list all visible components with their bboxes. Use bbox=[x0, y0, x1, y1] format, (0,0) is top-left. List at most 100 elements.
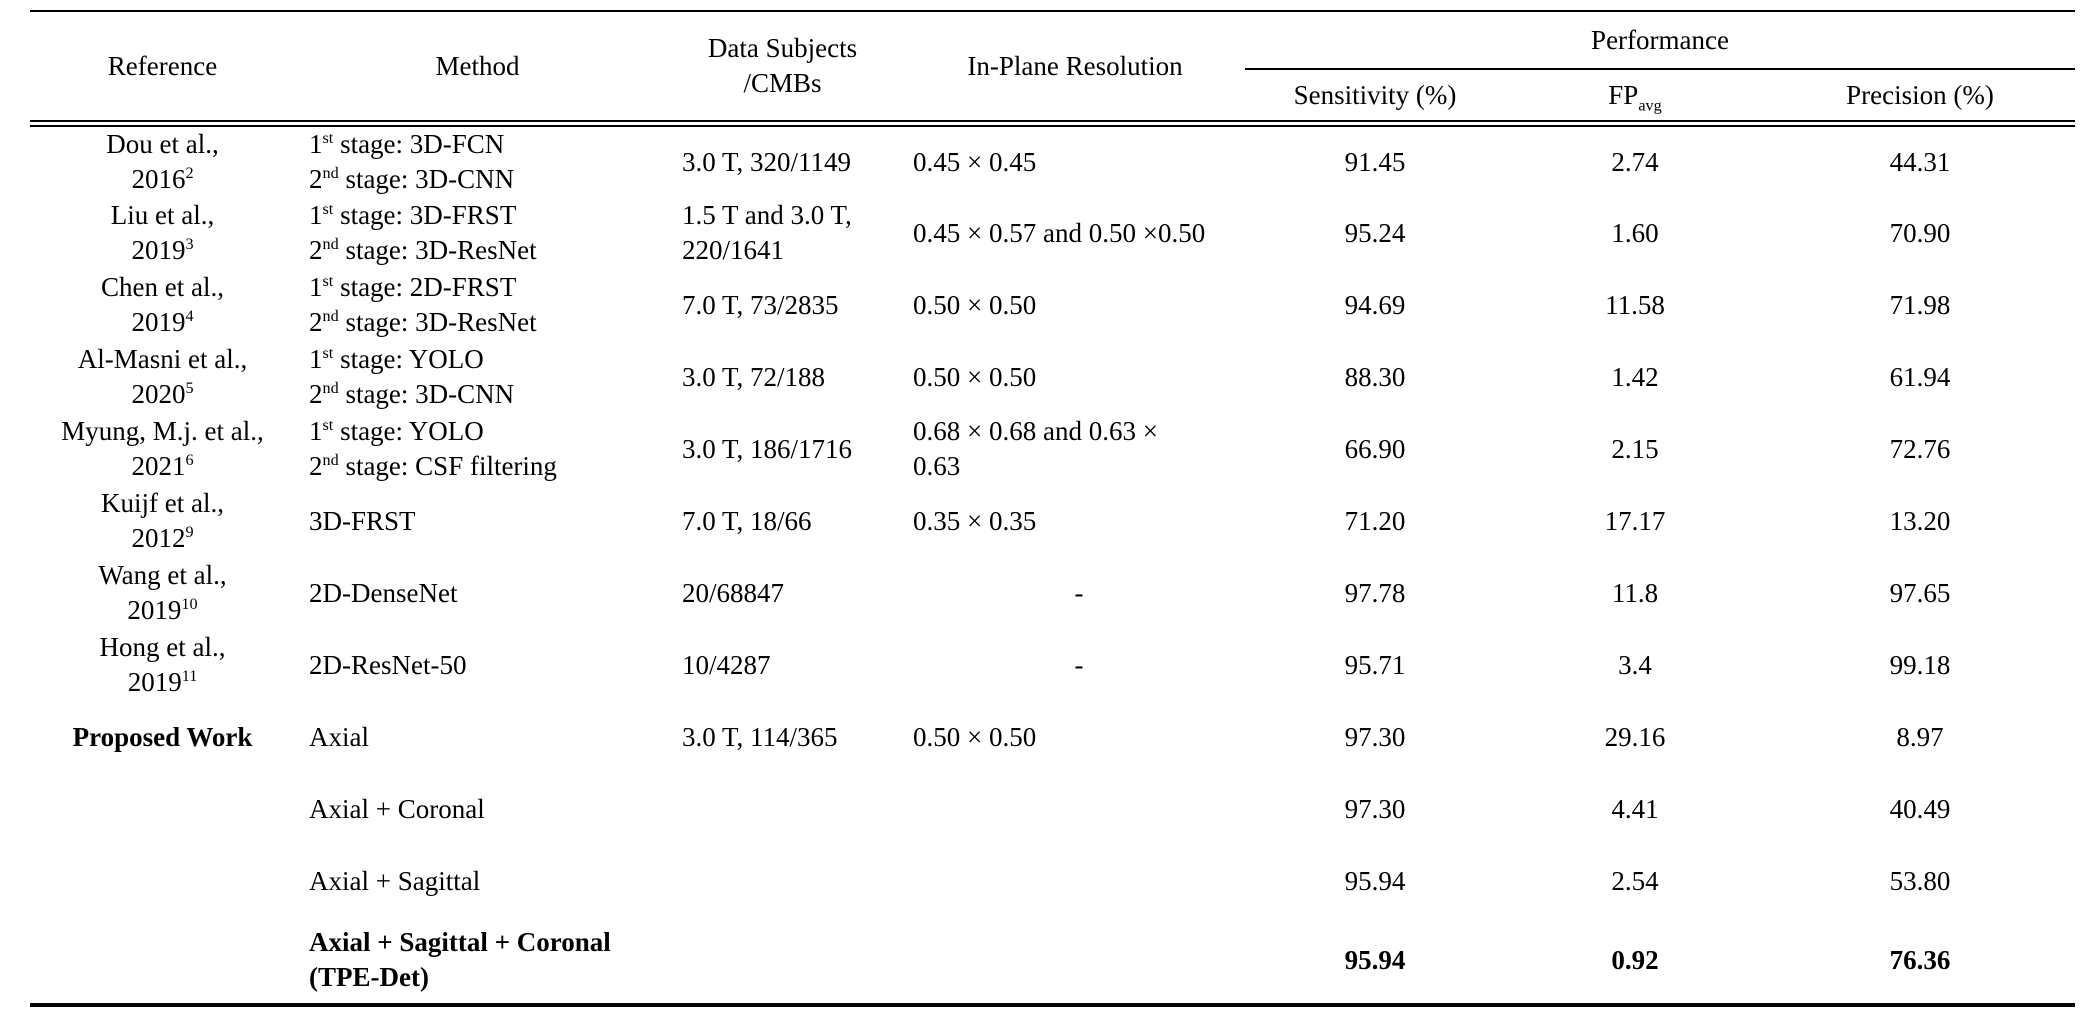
text-segment: 3.0 T, 320/1149 bbox=[682, 146, 852, 177]
cell-line: 20216 bbox=[30, 449, 295, 484]
table-row: Proposed Work Axial 3.0 T, 114/365 0.50 × 0… bbox=[30, 701, 2075, 773]
superscript: st bbox=[322, 272, 334, 290]
text-segment: 0.63 bbox=[913, 451, 961, 481]
cell-reference: Dou et al., 20162 bbox=[30, 124, 295, 198]
cell-line: 3.0 T, 72/188 bbox=[682, 360, 905, 395]
superscript: st bbox=[322, 200, 334, 218]
cell-line: 2D-DenseNet bbox=[309, 576, 660, 611]
cell-fp-avg: 11.8 bbox=[1611, 577, 1659, 608]
cell-line: Hong et al., bbox=[30, 630, 295, 665]
cell-method: 1st stage: YOLO 2nd stage: 3D-CNN bbox=[295, 341, 660, 413]
cell-line: Liu et al., bbox=[30, 198, 295, 233]
table-row: Myung, M.j. et al., 20216 1st stage: YOLO 2… bbox=[30, 413, 2075, 485]
cell-reference: Wang et al., 201910 bbox=[30, 557, 295, 629]
header-precision: Precision (%) bbox=[1765, 69, 2076, 127]
cell-line: Kuijf et al., bbox=[30, 486, 295, 521]
cell-precision: 72.76 bbox=[1889, 433, 1951, 464]
superscript: 9 bbox=[185, 523, 194, 541]
text-segment: 3D-FRST bbox=[309, 505, 416, 536]
cell-line: 20205 bbox=[30, 377, 295, 412]
cell-sensitivity: 97.30 bbox=[1344, 793, 1406, 824]
text-segment: stage: 3D-FCN bbox=[333, 129, 505, 159]
header-row-sub: Sensitivity (%) FPavg Precision (%) bbox=[30, 69, 2076, 127]
cell-method: 1st stage: 2D-FRST 2nd stage: 3D-ResNet bbox=[295, 269, 660, 341]
cell-line: 0.50 × 0.50 bbox=[913, 288, 1245, 323]
text-segment: 3.0 T, 114/365 bbox=[682, 721, 838, 752]
cell-sensitivity: 71.20 bbox=[1344, 505, 1406, 536]
superscript: st bbox=[322, 416, 334, 434]
text-segment: stage: 3D-CNN bbox=[338, 164, 515, 194]
superscript: nd bbox=[322, 379, 339, 397]
cell-reference: Myung, M.j. et al., 20216 bbox=[30, 413, 295, 485]
cell-method: 2D-DenseNet bbox=[295, 557, 660, 629]
cell-resolution: - bbox=[905, 557, 1245, 629]
cell-method: Axial bbox=[295, 701, 660, 773]
cell-sensitivity: 97.30 bbox=[1344, 721, 1406, 752]
cell-fp-avg: 1.60 bbox=[1611, 217, 1659, 248]
cell-line: 1st stage: 3D-FRST bbox=[309, 198, 660, 233]
text-segment: 1 bbox=[309, 344, 323, 374]
text-segment: Axial + Coronal bbox=[309, 793, 485, 824]
cell-line: 20193 bbox=[30, 233, 295, 268]
cell-line: 0.50 × 0.50 bbox=[913, 360, 1245, 395]
text-segment: 2 bbox=[309, 307, 323, 337]
text-segment: Axial + Sagittal bbox=[309, 865, 481, 896]
cell-line: 2nd stage: 3D-CNN bbox=[309, 377, 660, 412]
cell-data-subjects bbox=[660, 845, 905, 917]
cell-precision: 53.80 bbox=[1889, 865, 1951, 896]
cell-precision: 8.97 bbox=[1896, 721, 1944, 752]
text-segment: 2 bbox=[309, 164, 323, 194]
cell-line: Axial + Sagittal bbox=[309, 864, 660, 899]
text-segment: 2016 bbox=[131, 164, 186, 194]
cell-method: 1st stage: YOLO 2nd stage: CSF filtering bbox=[295, 413, 660, 485]
text-segment: Chen et al., bbox=[101, 272, 224, 302]
text-segment: 2 bbox=[309, 235, 323, 265]
fp-label: FP bbox=[1608, 79, 1639, 110]
cell-fp-avg: 2.15 bbox=[1611, 433, 1659, 464]
text-segment: 0.50 × 0.50 bbox=[913, 361, 1037, 392]
cell-line: 10/4287 bbox=[682, 648, 905, 683]
cell-resolution: - bbox=[905, 629, 1245, 701]
superscript: 2 bbox=[185, 164, 194, 182]
cell-resolution bbox=[905, 845, 1245, 917]
cell-sensitivity: 95.24 bbox=[1344, 217, 1406, 248]
text-segment: 2019 bbox=[131, 235, 186, 265]
cell-fp-avg: 3.4 bbox=[1618, 649, 1652, 680]
superscript: st bbox=[322, 129, 334, 147]
cell-fp-avg: 0.92 bbox=[1505, 917, 1765, 1007]
cell-line: Chen et al., bbox=[30, 270, 295, 305]
cell-line: 7.0 T, 73/2835 bbox=[682, 288, 905, 323]
cell-line: Dou et al., bbox=[30, 127, 295, 162]
text-segment: Axial + Sagittal + Coronal bbox=[309, 927, 611, 957]
text-segment: 1.5 T and 3.0 T, bbox=[682, 200, 852, 230]
superscript: 10 bbox=[181, 595, 198, 613]
text-segment: 0.35 × 0.35 bbox=[913, 505, 1037, 536]
table-row: Hong et al., 201911 2D-ResNet-50 10/4287-95… bbox=[30, 629, 2075, 701]
cell-precision: 44.31 bbox=[1889, 146, 1951, 177]
cell-reference: Chen et al., 20194 bbox=[30, 269, 295, 341]
text-segment: 2D-ResNet-50 bbox=[309, 649, 467, 680]
cell-precision: 40.49 bbox=[1889, 793, 1951, 824]
cell-line: 0.68 × 0.68 and 0.63 × bbox=[913, 414, 1245, 449]
table-row: Al-Masni et al., 20205 1st stage: YOLO 2nd … bbox=[30, 341, 2075, 413]
table-row: Axial + Sagittal 95.94 2.54 53.80 bbox=[30, 845, 2075, 917]
cell-precision: 97.65 bbox=[1889, 577, 1951, 608]
text-segment: 20/68847 bbox=[682, 577, 785, 608]
cell-line: 1st stage: YOLO bbox=[309, 342, 660, 377]
cell-data-subjects: 7.0 T, 18/66 bbox=[660, 485, 905, 557]
cell-line: (TPE-Det) bbox=[309, 960, 660, 995]
text-segment: Hong et al., bbox=[99, 632, 226, 662]
cell-data-subjects: 7.0 T, 73/2835 bbox=[660, 269, 905, 341]
cell-reference: Hong et al., 201911 bbox=[30, 629, 295, 701]
cell-line: 3.0 T, 186/1716 bbox=[682, 432, 905, 467]
superscript: nd bbox=[322, 235, 339, 253]
table-row: Liu et al., 20193 1st stage: 3D-FRST 2nd st… bbox=[30, 197, 2075, 269]
cell-data-subjects: 1.5 T and 3.0 T, 220/1641 bbox=[660, 197, 905, 269]
cell-line: 20129 bbox=[30, 521, 295, 556]
cell-line: 0.45 × 0.45 bbox=[913, 145, 1245, 180]
superscript: 6 bbox=[185, 451, 194, 469]
text-segment: 7.0 T, 73/2835 bbox=[682, 289, 839, 320]
cell-line: 1st stage: 2D-FRST bbox=[309, 270, 660, 305]
cell-sensitivity: 66.90 bbox=[1344, 433, 1406, 464]
table-row: Chen et al., 20194 1st stage: 2D-FRST 2nd s… bbox=[30, 269, 2075, 341]
